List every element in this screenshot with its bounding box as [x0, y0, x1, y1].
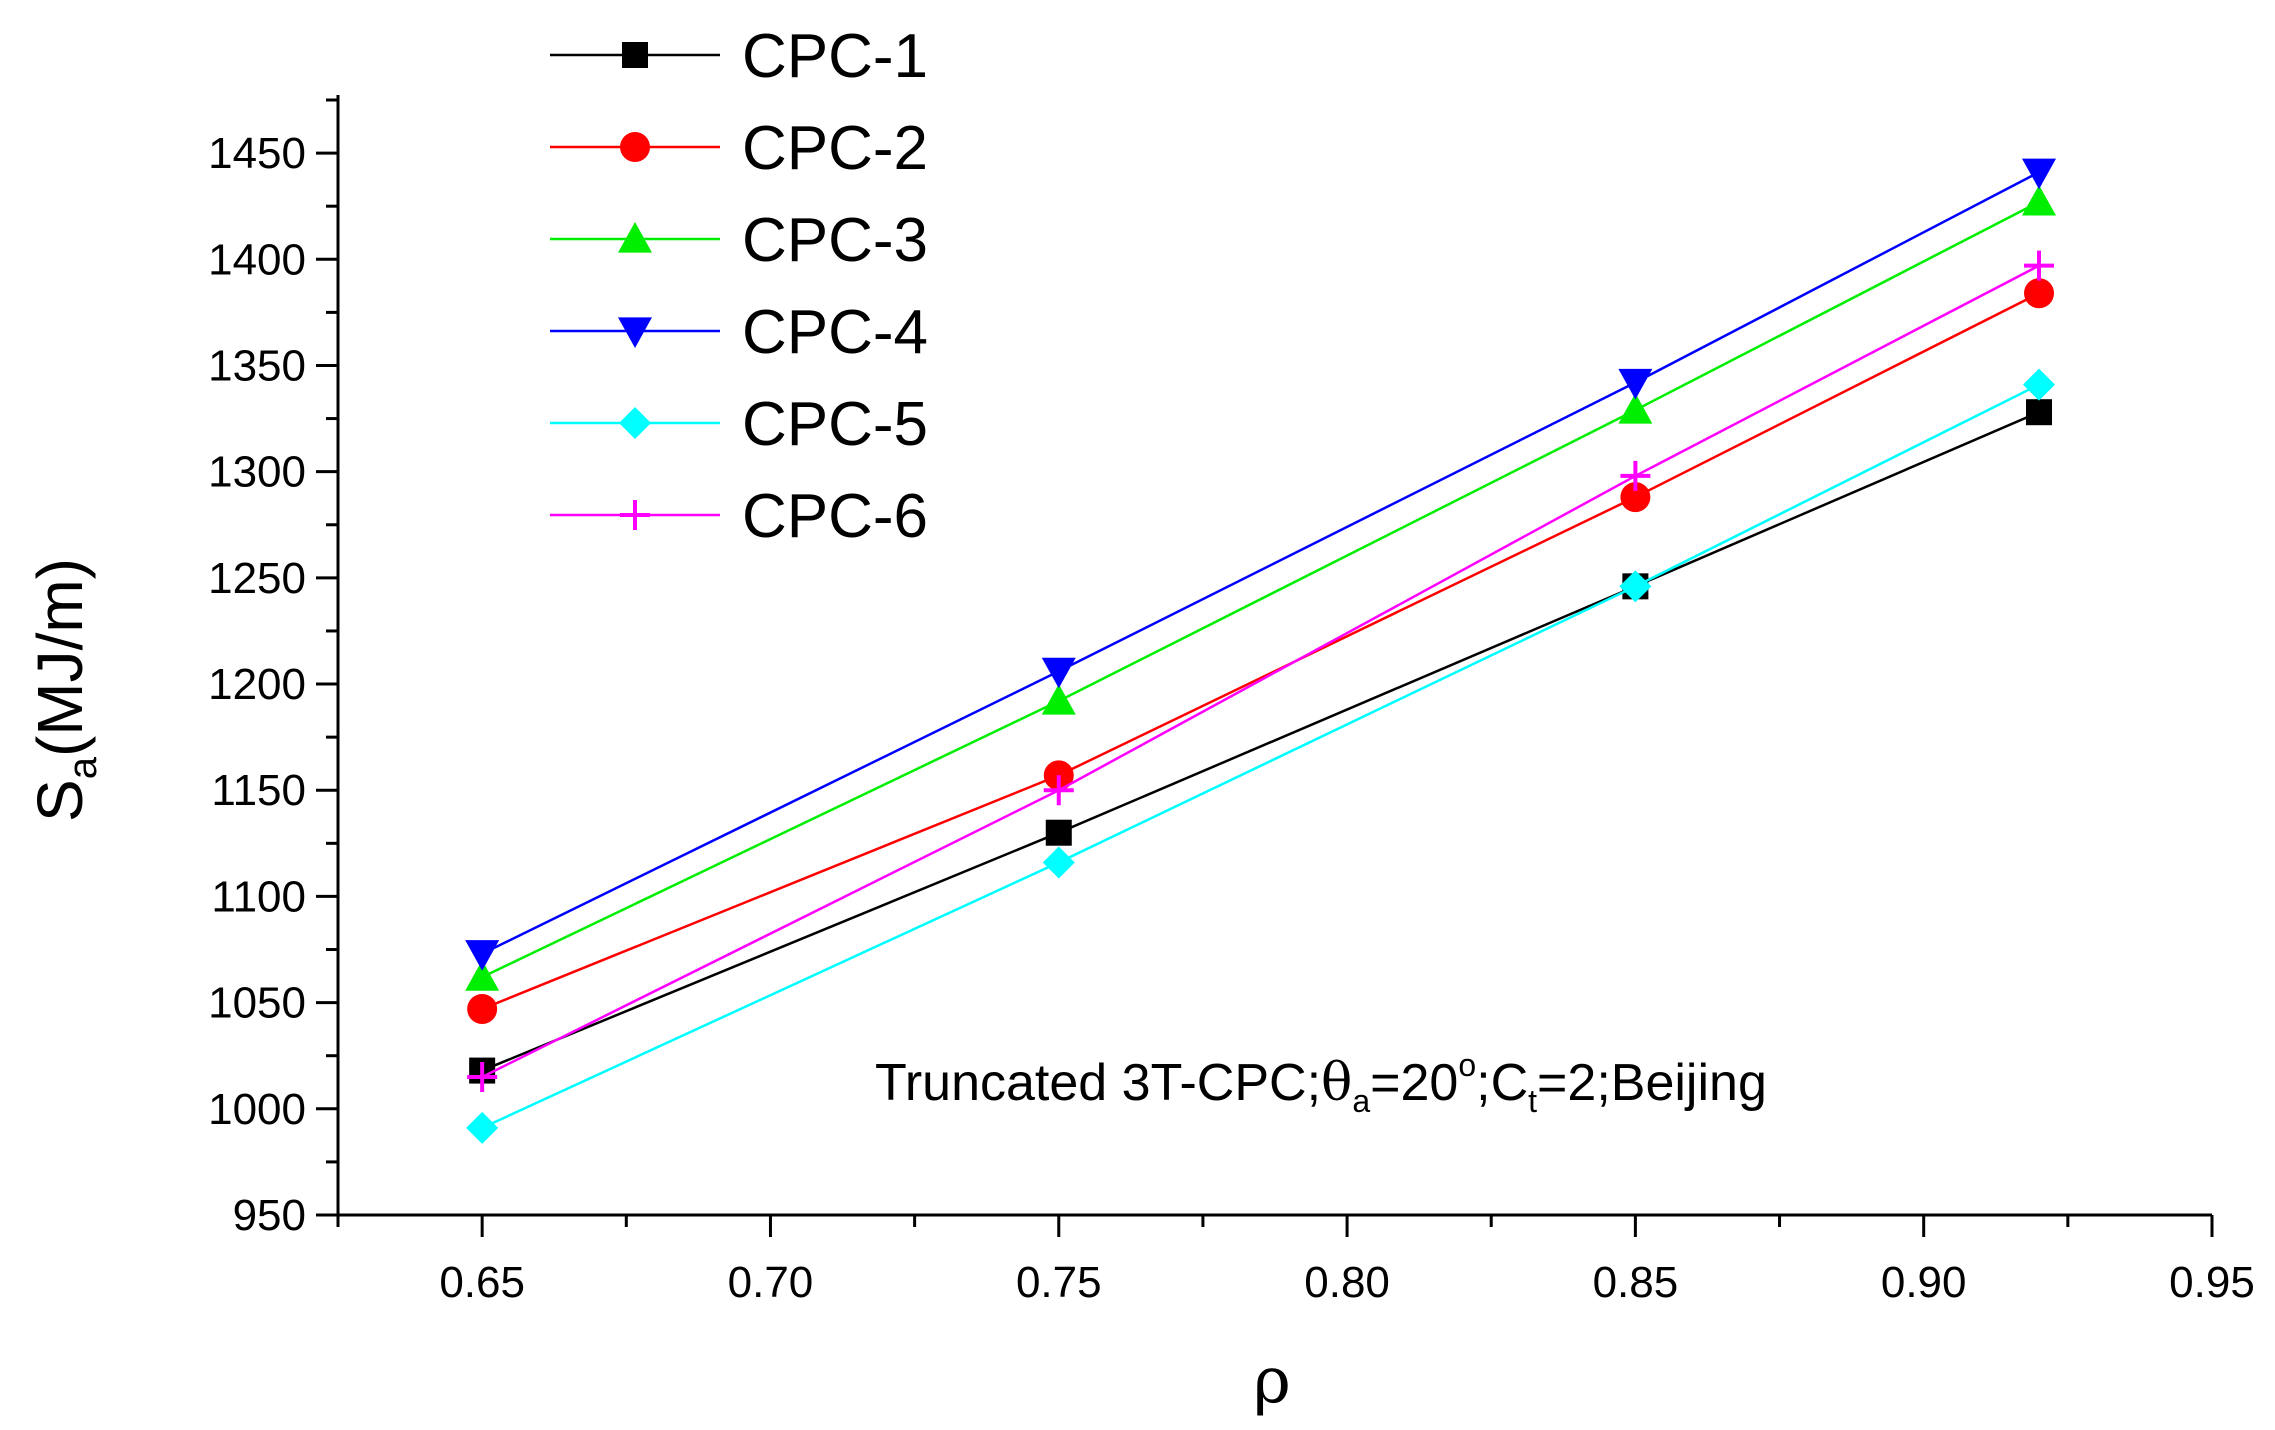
legend-label: CPC-6	[742, 482, 928, 551]
legend-entry: CPC-4	[550, 298, 928, 367]
series-cpc-2	[467, 278, 2055, 1024]
data-point	[2023, 368, 2056, 401]
x-tick-label: 0.95	[2169, 1258, 2255, 1307]
x-tick-label: 0.85	[1593, 1258, 1679, 1307]
annotation-suffix: =2;Beijing	[1537, 1054, 1767, 1112]
y-tick-label: 1300	[208, 448, 306, 497]
data-point	[1041, 684, 1076, 715]
y-tick-label: 1350	[208, 341, 306, 390]
series-line	[481, 200, 2040, 979]
legend-entry: CPC-2	[550, 114, 928, 183]
y-axis-title-rest: (MJ/m)	[24, 558, 96, 757]
series-line	[481, 411, 2040, 1072]
data-point	[465, 960, 500, 991]
annotation-ct: ;C	[1476, 1054, 1528, 1112]
legend-label: CPC-4	[742, 298, 928, 367]
legend-label: CPC-2	[742, 114, 928, 183]
series-line	[481, 292, 2040, 1011]
legend-swatch-marker	[620, 132, 650, 162]
legend-label: CPC-5	[742, 390, 928, 459]
series-cpc-4	[465, 158, 2057, 971]
axes: 0.65 0.70 0.75 0.80 0.85 0.90 0.95 950 1000 1050 1…	[208, 95, 2255, 1307]
legend-entry: CPC-6	[550, 482, 928, 551]
data-point	[467, 1061, 498, 1092]
legend-entry: CPC-1	[550, 22, 928, 91]
legend-swatch-marker	[620, 500, 650, 530]
series-line	[481, 383, 2040, 1130]
legend-swatch-marker	[622, 42, 648, 68]
data-point	[1618, 368, 1653, 400]
legend-entry: CPC-5	[550, 390, 928, 459]
y-tick-label: 1400	[208, 235, 306, 284]
data-point	[2022, 158, 2057, 190]
x-tick-label: 0.70	[728, 1258, 814, 1307]
legend-swatch-marker	[618, 222, 652, 253]
data-point	[1618, 393, 1653, 424]
y-axis-title-sub: a	[61, 756, 105, 779]
legend-entry: CPC-3	[550, 206, 928, 275]
data-point	[2026, 399, 2053, 426]
y-tick-label: 1200	[208, 660, 306, 709]
legend-label: CPC-3	[742, 206, 928, 275]
legend-label: CPC-1	[742, 22, 928, 91]
data-point	[2022, 184, 2057, 216]
x-tick-label: 0.65	[439, 1258, 525, 1307]
series-cpc-5	[466, 368, 2056, 1144]
legend-swatch-marker	[619, 407, 651, 439]
annotation-degree: o	[1458, 1047, 1476, 1083]
data-point	[466, 1111, 499, 1144]
y-tick-label: 1250	[208, 554, 306, 603]
y-tick-label: 950	[233, 1191, 306, 1240]
y-tick-label: 1050	[208, 979, 306, 1028]
y-axis-title-main: S	[24, 779, 96, 822]
y-tick-label: 1000	[208, 1085, 306, 1134]
data-point	[467, 993, 498, 1024]
series-layer	[465, 158, 2057, 1144]
data-point	[1045, 819, 1072, 846]
annotation-theta: θ	[1321, 1053, 1352, 1113]
series-cpc-3	[465, 184, 2057, 991]
series-line	[481, 171, 2040, 955]
y-axis-title: Sa(MJ/m)	[24, 558, 105, 822]
series-line	[481, 264, 2040, 1079]
x-axis-title: ρ	[1253, 1344, 1291, 1418]
data-point	[465, 940, 500, 971]
data-point	[2024, 250, 2055, 281]
x-tick-label: 0.80	[1304, 1258, 1390, 1307]
svg-text:Sa(MJ/m): Sa(MJ/m)	[24, 558, 105, 822]
data-point	[1620, 460, 1651, 491]
y-tick-label: 1100	[211, 872, 306, 921]
annotation-theta-sub: a	[1352, 1083, 1370, 1119]
x-tick-label: 0.75	[1016, 1258, 1102, 1307]
chart-annotation: Truncated 3T-CPC;θa=20o;Ct=2;Beijing	[875, 1047, 1767, 1119]
legend: CPC-1 CPC-2 CPC-3 CPC-4 CPC-5 CPC-6	[550, 22, 928, 551]
annotation-ct-sub: t	[1528, 1083, 1537, 1119]
y-tick-label: 1450	[208, 129, 306, 178]
data-point	[2024, 278, 2055, 309]
annotation-prefix: Truncated 3T-CPC;	[875, 1054, 1321, 1112]
data-point	[1042, 846, 1075, 879]
data-point	[1041, 657, 1076, 689]
legend-swatch-marker	[618, 317, 652, 348]
y-tick-label: 1150	[211, 766, 306, 815]
annotation-angle: =20	[1370, 1054, 1458, 1112]
data-point	[1619, 570, 1652, 603]
series-cpc-6	[467, 250, 2055, 1092]
data-point	[1043, 775, 1074, 806]
x-tick-label: 0.90	[1881, 1258, 1967, 1307]
data-point	[1620, 482, 1651, 513]
series-cpc-1	[469, 399, 2053, 1084]
